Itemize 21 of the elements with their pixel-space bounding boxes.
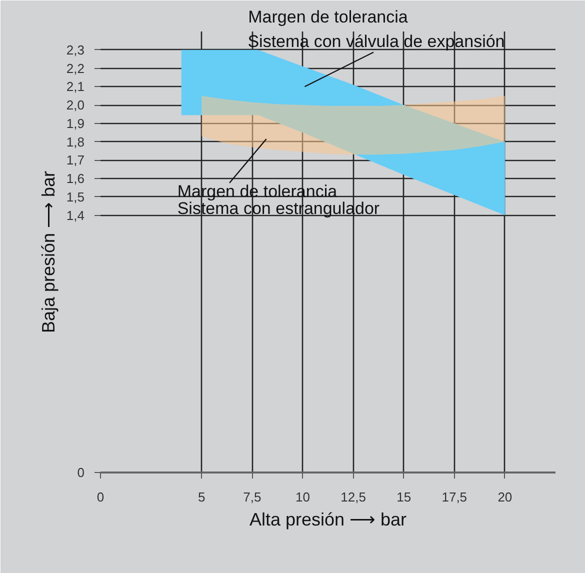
x-tick-label: 10 xyxy=(295,490,310,504)
y-tick-label: 2,3 xyxy=(66,42,85,58)
y-tick-label: 1,8 xyxy=(66,134,85,150)
x-tick-label: 12,5 xyxy=(340,490,366,504)
y-tick-label: 2,0 xyxy=(66,98,85,112)
x-tick-label: 0 xyxy=(96,490,104,504)
y-tick-label: 2,2 xyxy=(66,60,85,76)
y-tick-label: 1,7 xyxy=(66,152,85,168)
x-tick-label: 5 xyxy=(198,490,206,504)
y-tick-label: 1,4 xyxy=(66,208,85,223)
y-tick-label: 1,5 xyxy=(66,189,85,204)
y-tick-label: 2,1 xyxy=(66,79,85,94)
y-tick-label: 1,6 xyxy=(66,171,85,186)
x-tick-label: 7,5 xyxy=(243,490,262,504)
x-tick-label: 15 xyxy=(396,490,412,504)
x-tick-label: 17,5 xyxy=(442,490,468,504)
y-tick-label: 1,9 xyxy=(66,116,85,131)
x-tick-label: 20 xyxy=(498,490,512,504)
x-axis-title: Alta presión ⟶ bar xyxy=(249,510,407,530)
y-tick-label: 0 xyxy=(77,465,85,480)
y-axis-title: Baja presión ⟶ bar xyxy=(38,170,58,334)
